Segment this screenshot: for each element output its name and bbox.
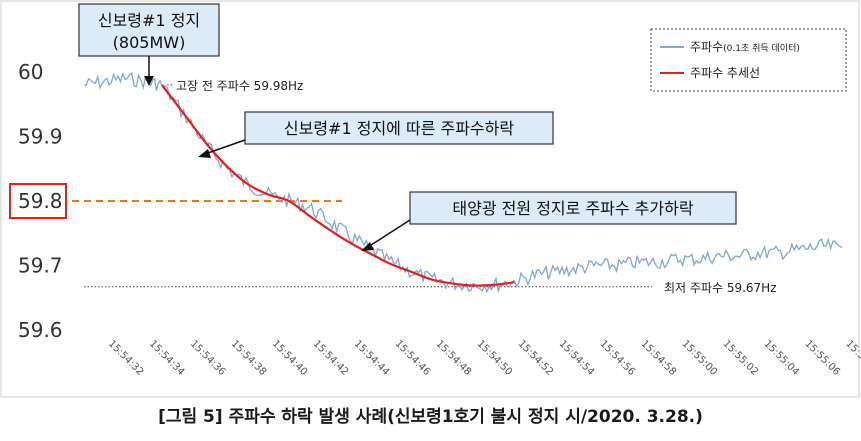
figure-caption: [그림 5] 주파수 하락 발생 사례(신보령1호기 불시 정지 시/2020.…: [158, 407, 703, 427]
annotation-frequency-drop-text: 신보령#1 정지에 따른 주파수하락: [284, 119, 514, 138]
frequency-trend-line: [160, 84, 515, 287]
annotation-solar-drop-text: 태양광 전원 정지로 주파수 추가하락: [452, 199, 693, 218]
annotation-box-solar-drop: [409, 191, 737, 225]
annotation-arrowhead-solar-drop: [361, 242, 374, 251]
threshold-59-8-box: [9, 183, 67, 219]
annotation-box-unit-stop: [78, 3, 220, 57]
legend-box: [650, 28, 847, 92]
legend-label-trend: 주파수 추세선: [690, 66, 760, 80]
legend-label-frequency: 주파수(0.1초 취득 데이터): [690, 40, 800, 54]
minimum-frequency-label: 최저 주파수 59.67Hz: [664, 281, 777, 295]
annotation-box-frequency-drop: [244, 111, 554, 145]
y-tick-label: 59.7: [18, 254, 63, 278]
annotation-arrow-solar-drop: [367, 219, 411, 248]
y-tick-label: 59.8: [18, 189, 63, 213]
y-tick-label: 60: [18, 60, 43, 84]
y-tick-label: 59.9: [18, 125, 63, 149]
annotation-arrowhead-unit-stop: [144, 76, 154, 86]
annotation-arrowhead-frequency-drop: [198, 149, 211, 158]
annotation-unit-stop-line1: 신보령#1 정지: [98, 11, 200, 30]
annotation-unit-stop-line2: (805MW): [113, 33, 186, 52]
y-tick-label: 59.6: [18, 318, 63, 342]
annotation-arrow-frequency-drop: [204, 139, 246, 155]
pre-fault-frequency-label: 고장 전 주파수 59.98Hz: [176, 79, 303, 93]
frequency-series-line: [83, 72, 843, 294]
